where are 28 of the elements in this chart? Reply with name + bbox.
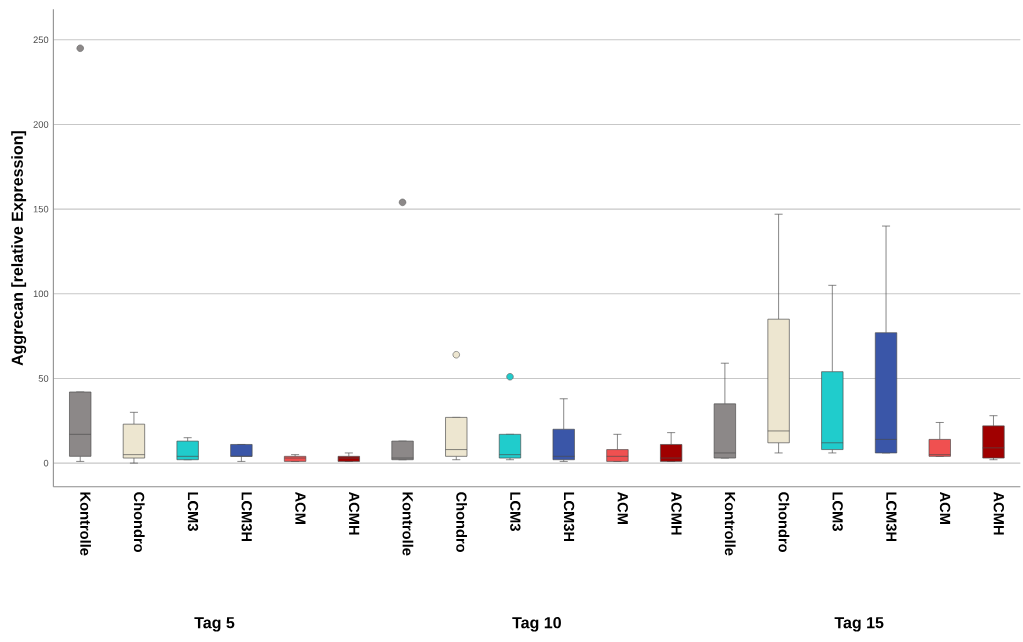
x-tick-label: Chondro — [456, 492, 467, 553]
y-tick-label: 250 — [33, 36, 49, 44]
x-tick-label: ACMH — [348, 492, 360, 535]
x-tick-label: ACMH — [993, 492, 1004, 535]
x-tick-label: LCM3H — [241, 492, 252, 542]
x-tick-label: Chondro — [778, 492, 790, 553]
x-tick-label: ACM — [295, 492, 306, 525]
x-tick-label: ACMH — [671, 492, 682, 535]
y-tick-label: 200 — [33, 121, 49, 128]
x-tick-label: Kontrolle — [724, 492, 736, 556]
y-tick-label: 50 — [38, 375, 49, 382]
x-tick-label: LCM3H — [563, 492, 575, 542]
x-tick-label: LCM3 — [187, 492, 199, 532]
y-axis-title: Aggrecan [relative Expression] — [11, 131, 27, 366]
y-tick-label: 100 — [33, 290, 49, 298]
x-tick-label: ACM — [617, 492, 628, 525]
x-tick-label: LCM3 — [832, 492, 843, 532]
y-tick-label: 0 — [43, 460, 49, 467]
text: Tag 10 — [512, 617, 561, 632]
x-tick-label: Kontrolle — [80, 492, 91, 556]
x-tick-label: LCM3 — [510, 492, 521, 532]
x-tick-label: Chondro — [133, 492, 145, 553]
y-tick-label: 150 — [33, 206, 49, 213]
text: Tag 5 — [194, 617, 235, 632]
text: Tag 15 — [834, 617, 884, 632]
x-tick-label: LCM3H — [886, 492, 897, 542]
x-tick-label: Kontrolle — [402, 492, 414, 556]
x-tick-label: ACM — [939, 492, 951, 525]
